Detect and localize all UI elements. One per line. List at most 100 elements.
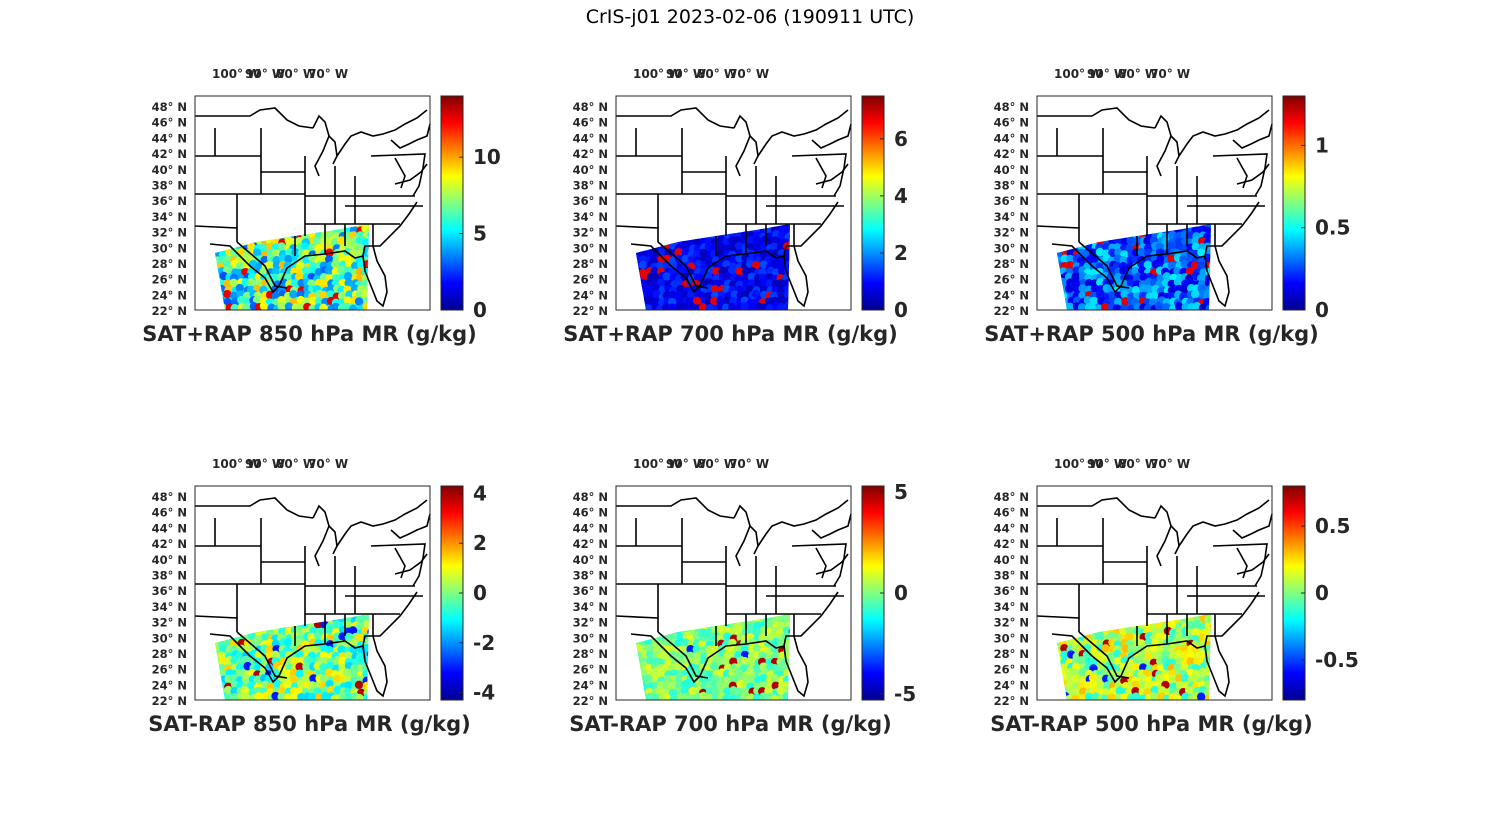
- latitude-label: 42° N: [152, 147, 187, 161]
- colorbar-tick-label: 4: [473, 481, 487, 505]
- state-borders: [194, 107, 431, 308]
- longitude-label: 90° W: [1087, 67, 1127, 81]
- latitude-label: 40° N: [152, 553, 187, 567]
- colorbar: [440, 95, 464, 311]
- latitude-label: 36° N: [573, 584, 608, 598]
- latitude-label: 34° N: [152, 210, 187, 224]
- latitude-label: 36° N: [994, 194, 1029, 208]
- latitude-label: 32° N: [152, 226, 187, 240]
- map-area: [615, 95, 852, 311]
- latitude-label: 28° N: [994, 647, 1029, 661]
- latitude-label: 26° N: [994, 273, 1029, 287]
- latitude-label: 36° N: [994, 584, 1029, 598]
- latitude-label: 30° N: [152, 241, 187, 255]
- panel-title: SAT-RAP 500 hPa MR (g/kg): [990, 712, 1313, 736]
- latitude-label: 24° N: [573, 288, 608, 302]
- latitude-label: 44° N: [994, 131, 1029, 145]
- latitude-label: 36° N: [152, 584, 187, 598]
- longitude-label: 90° W: [1087, 457, 1127, 471]
- longitude-label: 70° W: [308, 457, 348, 471]
- longitude-label: 80° W: [1118, 67, 1158, 81]
- colorbar-tick-label: 0: [473, 298, 487, 322]
- latitude-label: 26° N: [573, 663, 608, 677]
- latitude-label: 26° N: [994, 663, 1029, 677]
- map-panel: 100° W 90° W 80° W 70° W 48° N 46° N 44° N 42° …: [967, 62, 1447, 362]
- colorbar-tick-label: -0.5: [1315, 648, 1359, 672]
- latitude-label: 48° N: [573, 490, 608, 504]
- latitude-label: 46° N: [573, 116, 608, 130]
- latitude-label: 40° N: [573, 553, 608, 567]
- longitude-label: 70° W: [1150, 457, 1190, 471]
- latitude-label: 26° N: [152, 663, 187, 677]
- state-borders: [194, 497, 431, 698]
- latitude-label: 48° N: [994, 490, 1029, 504]
- latitude-label: 22° N: [152, 694, 187, 708]
- map-area: [194, 95, 431, 311]
- latitude-label: 34° N: [573, 600, 608, 614]
- longitude-label: 70° W: [729, 457, 769, 471]
- latitude-label: 32° N: [994, 226, 1029, 240]
- latitude-label: 48° N: [152, 490, 187, 504]
- longitude-label: 70° W: [308, 67, 348, 81]
- latitude-label: 22° N: [573, 694, 608, 708]
- colorbar-tick-label: 6: [894, 127, 908, 151]
- colorbar-tick-label: 1: [1315, 133, 1329, 157]
- latitude-label: 28° N: [573, 647, 608, 661]
- latitude-label: 30° N: [994, 241, 1029, 255]
- latitude-label: 44° N: [573, 521, 608, 535]
- latitude-label: 42° N: [573, 537, 608, 551]
- latitude-label: 48° N: [573, 100, 608, 114]
- map-panel: 100° W 90° W 80° W 70° W 48° N 46° N 44° N 42° …: [125, 62, 605, 362]
- longitude-label: 100° W: [1054, 457, 1102, 471]
- latitude-label: 38° N: [994, 179, 1029, 193]
- latitude-label: 42° N: [152, 537, 187, 551]
- latitude-label: 24° N: [994, 678, 1029, 692]
- latitude-label: 34° N: [994, 210, 1029, 224]
- colorbar-tick-label: 5: [894, 480, 908, 504]
- state-borders: [615, 497, 852, 698]
- colorbar-tick-label: 0.5: [1315, 514, 1350, 538]
- map-svg: 100° W90° W80° W70° W 48° N 46° N44° N 42° …: [563, 67, 908, 346]
- latitude-label: 42° N: [573, 147, 608, 161]
- colorbar: [861, 95, 885, 311]
- latitude-label: 34° N: [152, 600, 187, 614]
- map-area: [1036, 485, 1273, 701]
- map-frame: [194, 95, 431, 311]
- latitude-label: 28° N: [573, 257, 608, 271]
- latitude-label: 46° N: [994, 506, 1029, 520]
- latitude-label: 42° N: [994, 147, 1029, 161]
- latitude-label: 44° N: [994, 521, 1029, 535]
- map-svg: 100° W90° W80° W70° W 48° N 46° N44° N 42° …: [984, 67, 1350, 346]
- figure-title: CrIS-j01 2023-02-06 (190911 UTC): [585, 6, 915, 28]
- latitude-label: 24° N: [152, 678, 187, 692]
- latitude-label: 24° N: [152, 288, 187, 302]
- colorbar-tick-label: 5: [473, 222, 487, 246]
- map-frame: [1036, 95, 1273, 311]
- colorbar: [1282, 95, 1306, 311]
- panel-title: SAT+RAP 700 hPa MR (g/kg): [563, 322, 897, 346]
- colorbar-tick-label: 4: [894, 184, 908, 208]
- longitude-label: 90° W: [666, 67, 706, 81]
- longitude-label: 90° W: [245, 67, 285, 81]
- colorbar-tick-label: 0: [894, 581, 908, 605]
- longitude-label: 100° W: [212, 67, 260, 81]
- map-frame: [615, 485, 852, 701]
- colorbar-tick-label: -2: [473, 631, 495, 655]
- panel-title: SAT+RAP 850 hPa MR (g/kg): [142, 322, 476, 346]
- latitude-label: 32° N: [152, 616, 187, 630]
- colorbar-tick-label: 0: [894, 298, 908, 322]
- latitude-label: 38° N: [994, 569, 1029, 583]
- longitude-label: 100° W: [633, 457, 681, 471]
- colorbar-tick-label: 0: [1315, 298, 1329, 322]
- map-panel: 100° W 90° W 80° W 70° W 48° N 46° N 44° N 42° …: [967, 452, 1447, 752]
- longitude-label: 90° W: [245, 457, 285, 471]
- latitude-label: 24° N: [994, 288, 1029, 302]
- latitude-label: 30° N: [994, 631, 1029, 645]
- panel-title: SAT-RAP 850 hPa MR (g/kg): [148, 712, 471, 736]
- longitude-label: 80° W: [697, 457, 737, 471]
- latitude-label: 44° N: [573, 131, 608, 145]
- latitude-label: 32° N: [573, 226, 608, 240]
- latitude-label: 30° N: [573, 631, 608, 645]
- longitude-label: 80° W: [276, 67, 316, 81]
- state-borders: [615, 107, 852, 308]
